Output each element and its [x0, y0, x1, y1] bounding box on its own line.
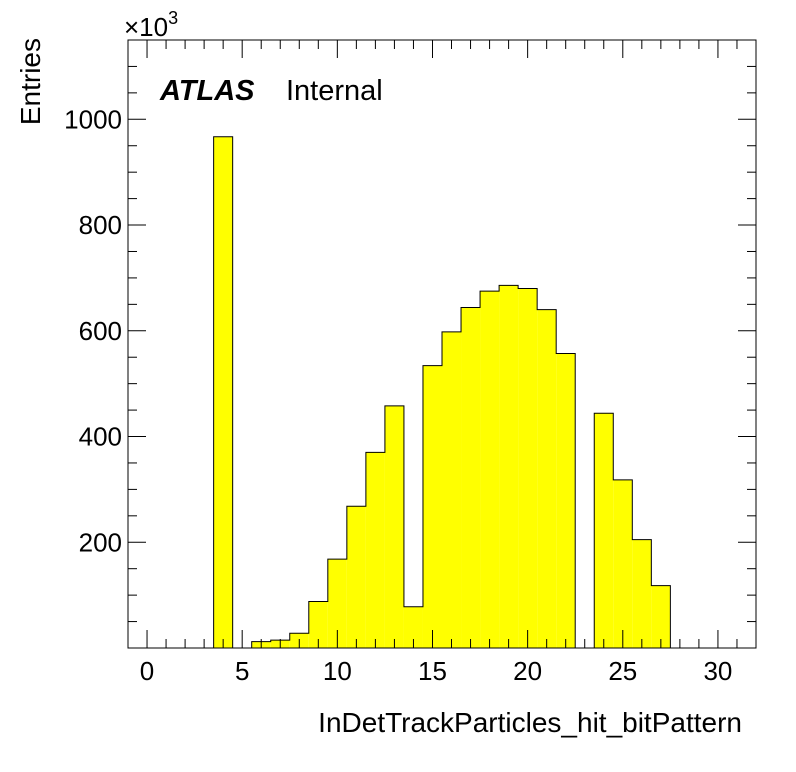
x-tick-label: 20 [513, 656, 542, 686]
histogram-bar [213, 136, 233, 649]
histogram-bar [499, 285, 519, 648]
y-multiplier-exponent: 3 [168, 8, 178, 28]
histogram-bar [613, 479, 633, 648]
histogram-bar [308, 601, 328, 648]
histogram-bar [556, 353, 576, 648]
histogram-bar [346, 506, 366, 648]
atlas-label: ATLAS [159, 75, 255, 107]
y-multiplier: ×103 [124, 8, 178, 42]
histogram-bar [365, 452, 385, 648]
plot-frame [127, 39, 757, 649]
x-tick-label: 30 [703, 656, 732, 686]
histogram-bar [461, 307, 481, 648]
y-tick-label: 1000 [64, 104, 122, 134]
y-tick-label: 600 [79, 316, 122, 346]
x-axis-title: InDetTrackParticles_hit_bitPattern [318, 707, 742, 738]
histogram-bar [442, 331, 462, 648]
x-tick-label: 5 [235, 656, 249, 686]
internal-label: Internal [286, 75, 383, 107]
histogram-bar [594, 413, 614, 648]
histogram-outline [213, 136, 671, 649]
y-tick-label: 400 [79, 422, 122, 452]
histogram-bar [537, 309, 557, 648]
axis-ticks [127, 40, 757, 648]
x-tick-label: 0 [140, 656, 154, 686]
x-tick-label: 25 [608, 656, 637, 686]
histogram-bar [403, 606, 423, 648]
x-tick-label: 10 [323, 656, 352, 686]
histogram-bar [422, 365, 442, 648]
x-tick-label: 15 [418, 656, 447, 686]
y-tick-label: 800 [79, 210, 122, 240]
histogram-bar [518, 288, 538, 648]
histogram-bar [632, 539, 652, 648]
histogram-bar [651, 585, 671, 648]
histogram-bar [480, 291, 500, 648]
y-axis-title: Entries [15, 38, 46, 125]
y-tick-label: 200 [79, 527, 122, 557]
histogram-bar [384, 405, 404, 648]
histogram-bars [213, 136, 671, 649]
axis-tick-labels: 0 5 10 15 20 25 30 200 400 600 800 1000 [64, 104, 732, 686]
histogram-bar [327, 559, 347, 648]
